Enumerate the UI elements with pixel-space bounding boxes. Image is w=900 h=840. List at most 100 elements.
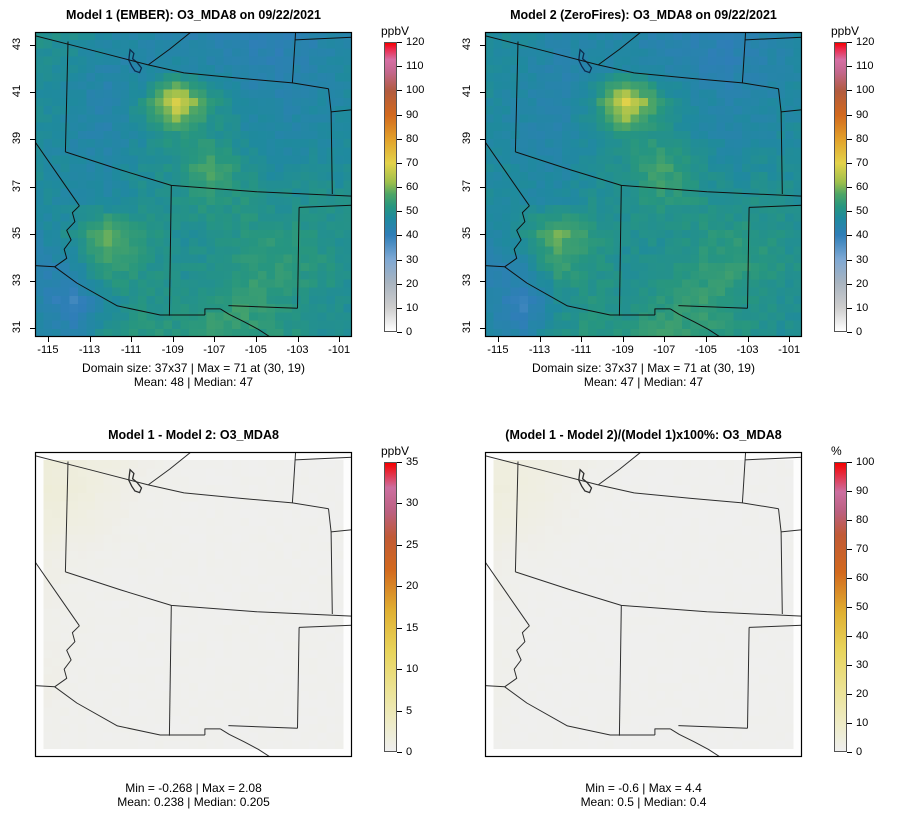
map-plot bbox=[484, 451, 803, 758]
state-boundary-line bbox=[781, 529, 802, 533]
colorbar-tick bbox=[397, 752, 402, 753]
stats-line-2: Mean: 48 | Median: 47 bbox=[133, 374, 254, 389]
colorbar-tick bbox=[847, 90, 852, 92]
colorbar-tick-label: 90 bbox=[406, 108, 419, 121]
state-boundary-line bbox=[35, 35, 149, 66]
colorbar-tick-label: 70 bbox=[406, 156, 419, 169]
map-plot bbox=[484, 31, 803, 338]
map-plot bbox=[34, 451, 353, 758]
colorbar-tick bbox=[397, 332, 402, 333]
state-boundary-line bbox=[749, 204, 802, 208]
stats-line-1: Min = -0.268 | Max = 2.08 bbox=[125, 781, 262, 795]
colorbar-unit-label: ppbV bbox=[381, 444, 410, 458]
colorbar-tick-label: 15 bbox=[406, 621, 419, 634]
state-boundary-line bbox=[328, 508, 333, 615]
map-canvas bbox=[34, 31, 353, 338]
colorbar-tick bbox=[847, 138, 852, 140]
y-axis-tick bbox=[30, 139, 35, 141]
colorbar-tick-label: 0 bbox=[856, 746, 863, 758]
colorbar-tick bbox=[847, 235, 852, 237]
state-boundary-line bbox=[504, 266, 655, 316]
y-axis-tick bbox=[480, 233, 485, 235]
state-boundary-line bbox=[654, 308, 671, 315]
colorbar-tick-label: 10 bbox=[406, 301, 419, 314]
panel-percent-difference: (Model 1 - Model 2)/(Model 1)x100%: O3_M… bbox=[450, 420, 900, 840]
panel-title: Model 2 (ZeroFires): O3_MDA8 on 09/22/20… bbox=[510, 8, 777, 22]
stats-line-1: Domain size: 37x37 | Max = 71 at (30, 19… bbox=[82, 361, 305, 375]
state-boundary-line bbox=[35, 455, 149, 486]
colorbar-tick bbox=[397, 187, 402, 188]
state-boundary-line bbox=[331, 109, 352, 113]
colorbar-tick-label: 20 bbox=[406, 580, 419, 593]
map-canvas bbox=[484, 451, 803, 758]
colorbar-tick-label: 20 bbox=[856, 277, 869, 290]
colorbar bbox=[834, 462, 847, 752]
y-axis-tick-label: 43 bbox=[461, 37, 473, 51]
state-boundary-line bbox=[485, 35, 599, 66]
state-boundary-line bbox=[228, 305, 298, 309]
x-axis-tick-label: -105 bbox=[244, 344, 267, 356]
panel-title: (Model 1 - Model 2)/(Model 1)x100%: O3_M… bbox=[505, 428, 782, 442]
map-layers bbox=[35, 32, 352, 337]
stats-line-2: Mean: 0.5 | Median: 0.4 bbox=[580, 794, 707, 809]
colorbar-tick bbox=[397, 462, 402, 463]
x-axis-tick-label: -101 bbox=[328, 344, 351, 356]
x-axis-tick bbox=[339, 337, 341, 342]
state-boundary-line bbox=[220, 728, 271, 757]
colorbar-tick-label: 30 bbox=[856, 253, 869, 266]
x-axis-tick bbox=[747, 337, 749, 342]
x-axis-tick-label: -103 bbox=[736, 344, 759, 356]
y-axis-tick-label: 37 bbox=[11, 179, 23, 192]
y-axis-tick-label: 33 bbox=[461, 273, 473, 287]
colorbar-tick-label: 30 bbox=[406, 497, 419, 510]
x-axis-tick-label: -107 bbox=[203, 344, 226, 356]
stats-text: Domain size: 37x37 | Max = 71 at (30, 19… bbox=[475, 361, 812, 389]
colorbar-tick bbox=[847, 283, 852, 285]
colorbar-tick bbox=[847, 66, 852, 68]
state-boundary-line bbox=[744, 456, 802, 461]
state-boundary-line bbox=[654, 728, 671, 735]
colorbar-tick bbox=[397, 283, 402, 285]
colorbar-tick-label: 80 bbox=[856, 514, 869, 526]
state-boundary-line bbox=[35, 685, 55, 688]
y-axis-tick-label: 31 bbox=[461, 320, 473, 334]
colorbar-tick-label: 80 bbox=[406, 132, 419, 145]
x-axis-tick-label: -109 bbox=[611, 344, 634, 356]
colorbar-tick bbox=[847, 42, 852, 43]
y-axis-tick-label: 35 bbox=[11, 226, 23, 239]
y-axis-tick bbox=[480, 328, 485, 329]
colorbar-tick-label: 30 bbox=[406, 253, 419, 266]
panel-difference: Model 1 - Model 2: O3_MDA8 Min = -0.268 … bbox=[0, 420, 450, 840]
state-boundary-line bbox=[148, 64, 329, 90]
state-boundary-line bbox=[485, 141, 530, 207]
state-boundary-line bbox=[64, 461, 69, 572]
state-boundary-line bbox=[291, 452, 297, 503]
colorbar-tick-label: 60 bbox=[856, 572, 869, 584]
panel-model1: Model 1 (EMBER): O3_MDA8 on 09/22/2021 D… bbox=[0, 0, 450, 420]
colorbar-tick bbox=[847, 549, 852, 550]
state-boundary-line bbox=[35, 141, 80, 207]
state-boundary-line bbox=[485, 561, 530, 627]
colorbar bbox=[384, 42, 397, 332]
y-axis-tick bbox=[480, 45, 485, 46]
state-boundary-line bbox=[299, 624, 352, 628]
y-axis-tick bbox=[30, 233, 35, 235]
state-boundary-line bbox=[747, 207, 750, 309]
colorbar-tick-label: 100 bbox=[856, 84, 875, 97]
colorbar-tick-label: 110 bbox=[856, 60, 874, 73]
colorbar-tick-label: 100 bbox=[406, 84, 425, 97]
state-boundary-line bbox=[297, 207, 300, 309]
state-boundary-line bbox=[597, 32, 642, 66]
colorbar-tick-label: 20 bbox=[856, 688, 869, 700]
state-boundary-line bbox=[294, 456, 352, 461]
colorbar-tick bbox=[847, 694, 852, 695]
state-boundary-line bbox=[741, 452, 747, 503]
colorbar-tick bbox=[397, 114, 402, 116]
y-axis-tick bbox=[480, 139, 485, 141]
y-axis-tick bbox=[30, 280, 35, 282]
colorbar-tick bbox=[847, 259, 852, 261]
colorbar-tick-label: 60 bbox=[406, 181, 419, 193]
colorbar-tick bbox=[397, 66, 402, 68]
colorbar-tick bbox=[397, 503, 402, 505]
plot-frame bbox=[484, 31, 803, 338]
